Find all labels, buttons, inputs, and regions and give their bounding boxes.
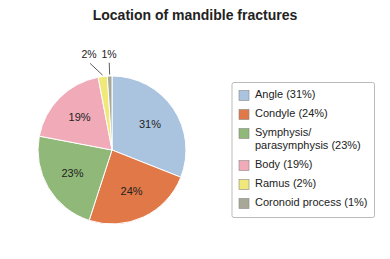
legend-label-line: Body (19%) <box>255 158 312 170</box>
data-label: 1% <box>101 48 116 60</box>
legend-label: Coronoid process (1%) <box>255 196 368 208</box>
legend-label: Symphysis/parasymphysis (23%) <box>255 126 361 151</box>
legend-label-line: Coronoid process (1%) <box>255 196 368 208</box>
legend-swatch <box>239 91 249 101</box>
legend-label-line: Symphysis/ <box>255 126 312 138</box>
legend-label-line: parasymphysis (23%) <box>255 139 361 151</box>
leader-line <box>90 63 102 75</box>
legend-label: Condyle (24%) <box>255 107 328 119</box>
legend-item: Body (19%) <box>239 158 312 170</box>
pie-slice <box>98 76 112 150</box>
data-label: 19% <box>69 111 91 123</box>
data-label: 2% <box>81 48 96 60</box>
data-label: 24% <box>121 185 143 197</box>
legend-label: Body (19%) <box>255 158 312 170</box>
legend-swatch <box>239 199 249 209</box>
legend: Angle (31%) Condyle (24%) Symphysis/parasy… <box>232 83 375 218</box>
legend-label-line: Angle (31%) <box>255 88 316 100</box>
pie <box>38 76 186 224</box>
title: Location of mandible fractures <box>93 7 298 23</box>
leader-line <box>109 63 110 75</box>
data-label: 31% <box>139 118 161 130</box>
legend-swatch <box>239 180 249 190</box>
legend-item: Coronoid process (1%) <box>239 196 368 208</box>
legend-frame <box>232 83 375 218</box>
chart: Location of mandible fractures 31% 24% 23% 1… <box>0 0 390 259</box>
legend-item: Ramus (2%) <box>239 177 316 189</box>
legend-item: Condyle (24%) <box>239 107 328 119</box>
legend-label: Ramus (2%) <box>255 177 316 189</box>
legend-item: Angle (31%) <box>239 88 316 100</box>
legend-swatch <box>239 161 249 171</box>
legend-swatch <box>239 110 249 120</box>
legend-label-line: Ramus (2%) <box>255 177 316 189</box>
pie-slice <box>107 76 112 150</box>
pie-slice <box>38 136 112 220</box>
legend-label: Angle (31%) <box>255 88 316 100</box>
legend-label-line: Condyle (24%) <box>255 107 328 119</box>
data-label: 23% <box>61 167 83 179</box>
data-labels: 31% 24% 23% 19% 2% 1% <box>61 48 161 198</box>
legend-swatch <box>239 129 249 139</box>
legend-item: Symphysis/parasymphysis (23%) <box>239 126 361 151</box>
